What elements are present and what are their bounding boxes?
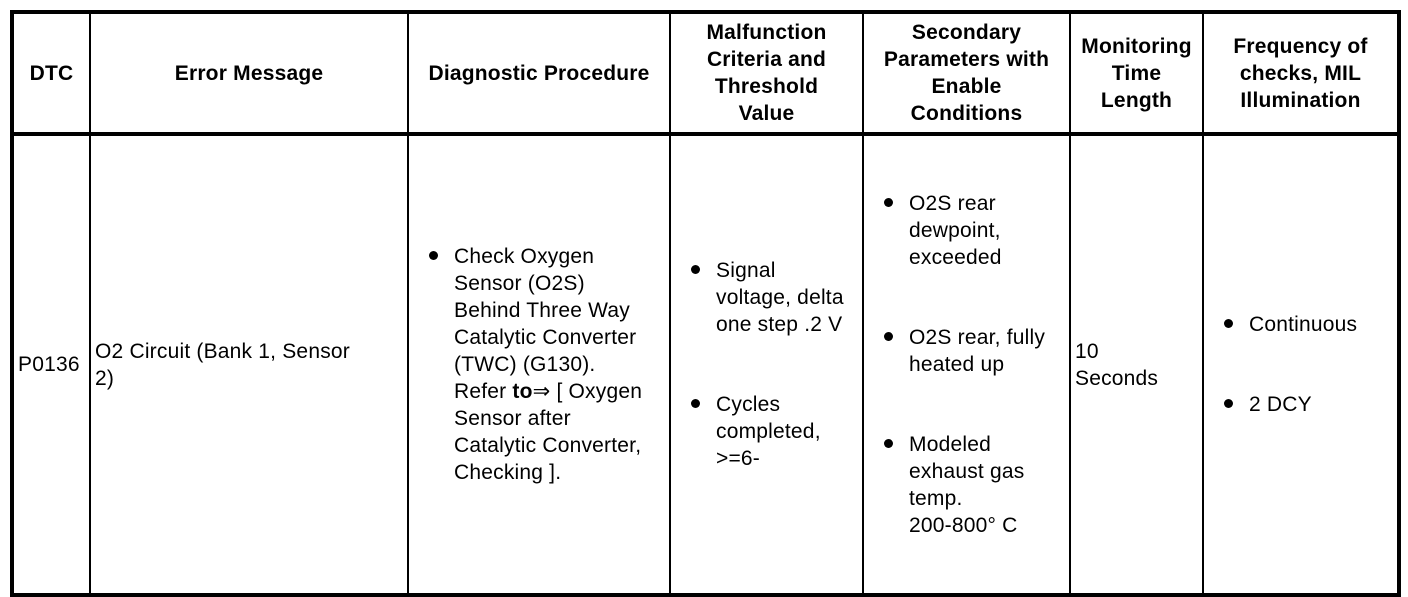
col-header-dtc: DTC [11, 11, 91, 136]
col-header-error-message: Error Message [89, 11, 409, 136]
secondary-item-text: O2S rear, fully heated up [909, 326, 1046, 376]
cell-secondary-parameters: O2S rear dewpoint, exceeded O2S rear, fu… [862, 133, 1071, 596]
document-page: DTC Error Message Diagnostic Procedure M… [10, 10, 1401, 597]
diagnostic-procedure-text: Check Oxygen Sensor (O2S) Behind Three W… [454, 243, 665, 486]
list-item: Cycles completed, >=6- [691, 391, 858, 472]
list-item: O2S rear dewpoint, exceeded [884, 190, 1065, 271]
bullet-icon [691, 265, 700, 274]
cell-diagnostic-procedure: Check Oxygen Sensor (O2S) Behind Three W… [407, 133, 671, 596]
table-row: P0136 O2 Circuit (Bank 1, Sensor 2) Chec… [11, 133, 1400, 596]
list-item: O2S rear, fully heated up [884, 324, 1065, 378]
cell-error-message: O2 Circuit (Bank 1, Sensor 2) [89, 133, 409, 596]
cell-frequency: Continuous 2 DCY [1202, 133, 1400, 596]
header-row: DTC Error Message Diagnostic Procedure M… [11, 11, 1400, 136]
frequency-list: Continuous 2 DCY [1205, 284, 1397, 445]
cell-dtc: P0136 [11, 133, 91, 596]
diagnostic-text-bold: to [512, 380, 533, 403]
bullet-icon [884, 198, 893, 207]
bullet-icon [884, 439, 893, 448]
col-header-monitoring-time: Monitoring Time Length [1069, 11, 1204, 136]
list-item: Check Oxygen Sensor (O2S) Behind Three W… [429, 243, 665, 486]
bullet-icon [1224, 319, 1233, 328]
secondary-parameters-list: O2S rear dewpoint, exceeded O2S rear, fu… [865, 163, 1068, 566]
malfunction-item-text: Cycles completed, >=6- [716, 393, 821, 470]
frequency-item-text: Continuous [1249, 313, 1358, 336]
cell-monitoring-time: 10 Seconds [1069, 133, 1204, 596]
diagnostic-text-after: ⇒ [ Oxygen Sensor after Catalytic Conver… [454, 380, 643, 484]
secondary-item-text: O2S rear dewpoint, exceeded [909, 192, 1002, 269]
frequency-item-text: 2 DCY [1249, 393, 1312, 416]
list-item: Continuous [1224, 311, 1393, 338]
secondary-item-text: Modeled exhaust gas temp. 200-800° C [909, 433, 1025, 537]
col-header-diagnostic-procedure: Diagnostic Procedure [407, 11, 671, 136]
bullet-icon [1224, 399, 1233, 408]
col-header-malfunction-criteria: Malfunction Criteria and Threshold Value [669, 11, 864, 136]
dtc-table: DTC Error Message Diagnostic Procedure M… [10, 10, 1401, 597]
col-header-secondary-parameters: Secondary Parameters with Enable Conditi… [862, 11, 1071, 136]
col-header-frequency: Frequency of checks, MIL Illumination [1202, 11, 1400, 136]
malfunction-item-text: Signal voltage, delta one step .2 V [716, 259, 844, 336]
list-item: Modeled exhaust gas temp. 200-800° C [884, 431, 1065, 539]
list-item: 2 DCY [1224, 391, 1393, 418]
cell-malfunction-criteria: Signal voltage, delta one step .2 V Cycl… [669, 133, 864, 596]
bullet-icon [429, 251, 438, 260]
bullet-icon [884, 332, 893, 341]
malfunction-criteria-list: Signal voltage, delta one step .2 V Cycl… [672, 230, 861, 499]
diagnostic-text-before: Check Oxygen Sensor (O2S) Behind Three W… [454, 245, 637, 403]
list-item: Signal voltage, delta one step .2 V [691, 257, 858, 338]
bullet-icon [691, 399, 700, 408]
diagnostic-procedure-list: Check Oxygen Sensor (O2S) Behind Three W… [410, 216, 668, 513]
